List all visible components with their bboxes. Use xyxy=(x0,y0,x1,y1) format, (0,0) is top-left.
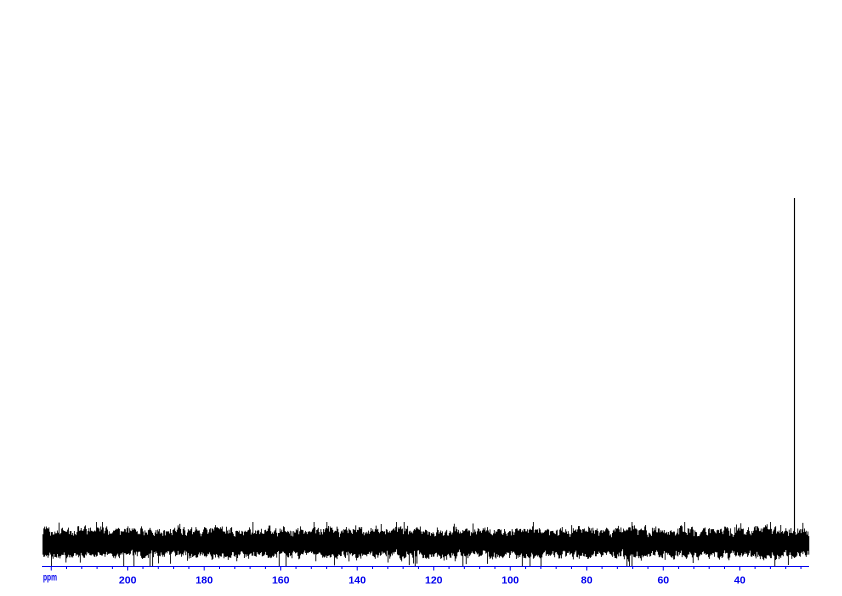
svg-text:60: 60 xyxy=(657,575,669,587)
svg-text:180: 180 xyxy=(195,575,213,587)
svg-text:100: 100 xyxy=(501,575,519,587)
svg-text:120: 120 xyxy=(425,575,443,587)
svg-text:80: 80 xyxy=(581,575,593,587)
svg-text:40: 40 xyxy=(734,575,746,587)
svg-text:160: 160 xyxy=(272,575,290,587)
svg-text:ppm: ppm xyxy=(43,572,57,584)
svg-text:200: 200 xyxy=(119,575,137,587)
svg-text:140: 140 xyxy=(348,575,366,587)
